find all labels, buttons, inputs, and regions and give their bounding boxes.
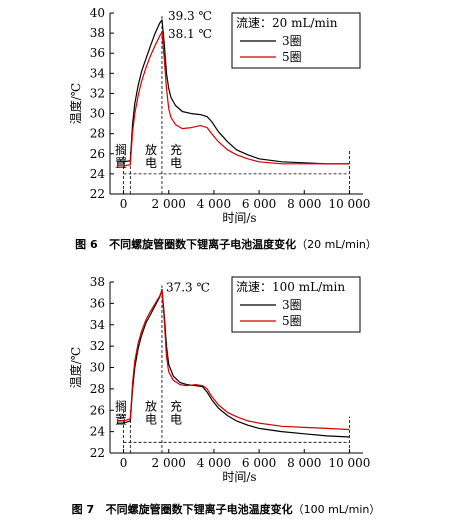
- y-tick-label: 22: [90, 446, 105, 460]
- y-tick-label: 26: [90, 147, 105, 161]
- y-tick-label: 32: [90, 86, 105, 100]
- figure-7-caption-unit: （100 mL/min）: [292, 503, 381, 516]
- y-tick-label: 30: [90, 107, 105, 121]
- y-tick-label: 40: [90, 6, 105, 20]
- y-tick-label: 24: [90, 167, 106, 181]
- chart-2: 22 24 26 28 30 32 34 36 38 0 2 000 4 000 6 000 8 000 1…: [68, 275, 370, 484]
- legend-label: 3圈: [282, 34, 302, 48]
- y-tick-label: 38: [90, 26, 105, 40]
- y-tick-label: 36: [90, 296, 105, 310]
- figure-6-caption: 图 6 不同螺旋管圈数下锂离子电池温度变化（20 mL/min）: [6, 236, 446, 252]
- phase-label: 放电: [145, 398, 157, 426]
- y-tick-label: 34: [90, 318, 106, 332]
- y-axis-label: 温度/℃: [68, 83, 83, 124]
- peak-annotation: 37.3 ℃: [166, 280, 210, 294]
- x-tick-label: 6 000: [242, 197, 276, 211]
- x-tick-label: 0: [120, 197, 128, 211]
- y-tick-label: 38: [90, 275, 105, 289]
- y-tick-label: 24: [90, 425, 106, 439]
- x-tick-label: 4 000: [197, 197, 231, 211]
- peak-annotation: 39.3 ℃: [168, 9, 212, 23]
- x-tick-label: 6 000: [242, 456, 276, 470]
- y-tick-label: 34: [90, 66, 106, 80]
- figure-7-caption-label: 图 7: [71, 503, 95, 516]
- figure-7-caption: 图 7 不同螺旋管圈数下锂离子电池温度变化（100 mL/min）: [6, 501, 446, 517]
- figure-6-caption-label: 图 6: [75, 238, 98, 251]
- x-tick-label: 0: [120, 456, 128, 470]
- x-axis-label: 时间/s: [222, 211, 256, 225]
- legend-title: 流速：100 mL/min: [236, 280, 345, 294]
- x-axis-label: 时间/s: [222, 470, 256, 484]
- y-tick-label: 28: [90, 127, 105, 141]
- legend-title: 流速：20 mL/min: [236, 16, 338, 30]
- y-tick-label: 32: [90, 339, 105, 353]
- x-tick-label: 2 000: [152, 197, 186, 211]
- y-tick-label: 30: [90, 361, 105, 375]
- legend-label: 5圈: [282, 314, 302, 328]
- x-tick-label: 4 000: [197, 456, 231, 470]
- figure-7-caption-text: 不同螺旋管圈数下锂离子电池温度变化: [105, 503, 293, 516]
- series-line-3圈: [116, 288, 350, 438]
- y-axis-label: 温度/℃: [68, 347, 83, 388]
- phase-label: 放电: [145, 142, 157, 170]
- x-tick-label: 10 000: [328, 197, 370, 211]
- legend-label: 3圈: [282, 298, 302, 312]
- peak-annotation: 38.1 ℃: [168, 27, 212, 41]
- x-tick-label: 8 000: [287, 456, 321, 470]
- figure-6-caption-unit: （20 mL/min）: [296, 238, 377, 251]
- phase-label: 充电: [170, 142, 182, 170]
- series-line-5圈: [116, 31, 350, 167]
- y-tick-label: 36: [90, 46, 105, 60]
- chart-1: 22 24 26 28 30 32 34 36 38 40 0 2 000 4 000 6 000 8 00…: [68, 6, 370, 225]
- y-tick-label: 28: [90, 382, 105, 396]
- legend-label: 5圈: [282, 50, 302, 64]
- y-tick-label: 26: [90, 403, 105, 417]
- x-tick-label: 10 000: [328, 456, 370, 470]
- y-tick-label: 22: [90, 187, 105, 201]
- series-line-3圈: [116, 19, 350, 165]
- x-tick-label: 2 000: [152, 456, 186, 470]
- phase-label: 充电: [170, 398, 182, 426]
- series-line-5圈: [116, 289, 350, 431]
- figure-6-caption-text: 不同螺旋管圈数下锂离子电池温度变化: [109, 238, 297, 251]
- x-tick-label: 8 000: [287, 197, 321, 211]
